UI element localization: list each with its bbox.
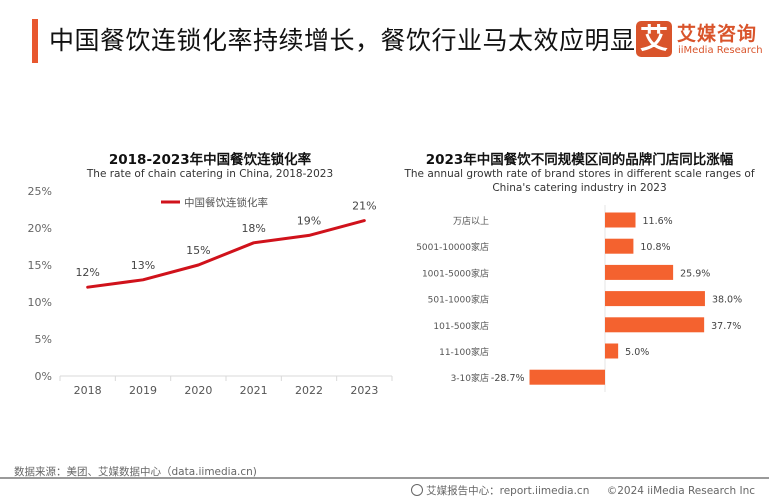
line-chart-legend: 中国餐饮连锁化率 [161,196,268,209]
x-tick-label: 2019 [129,384,157,397]
globe-icon [411,484,424,496]
x-tick-label: 2018 [74,384,102,397]
bar [605,264,674,280]
page-title: 中国餐饮连锁化率持续增长，餐饮行业马太效应明显 [49,26,636,55]
bar-chart-subtitle-line-2: China's catering industry in 2023 [492,182,667,194]
category-label: 11-100家店 [439,346,489,358]
category-label: 万店以上 [453,215,489,227]
report-center-link[interactable]: 艾媒报告中心：report.iimedia.cn [426,485,590,497]
data-label: 18% [241,222,265,235]
bar [605,343,619,359]
series-line [86,219,366,289]
data-source-note: 数据来源：美团、艾媒数据中心（data.iimedia.cn) [14,466,257,478]
x-tick-label: 2020 [184,384,212,397]
data-label: 21% [352,200,376,213]
data-label: 5.0% [625,347,649,358]
x-tick-label: 2021 [240,384,268,397]
x-tick-label: 2023 [350,384,378,397]
logo-mark-icon: 艾 [636,21,672,57]
y-tick-label: 5% [35,333,52,346]
logo-name-cn: 艾媒咨询 [677,23,758,45]
bar-chart-title: 2023年中国餐饮不同规模区间的品牌门店同比涨幅 [425,152,734,168]
y-tick-label: 20% [28,222,52,235]
line-chart-subtitle: The rate of chain catering in China, 201… [86,168,334,180]
y-tick-label: 0% [35,370,52,383]
y-tick-label: 10% [28,296,52,309]
data-label: 38.0% [712,295,742,306]
legend-label: 中国餐饮连锁化率 [184,196,268,209]
category-label: 5001-10000家店 [416,241,489,253]
data-label: 13% [131,259,155,272]
category-label: 101-500家店 [433,320,489,332]
data-label: 37.7% [711,321,741,332]
data-label: 19% [297,214,321,227]
bar [605,317,705,333]
bar-chart: 万店以上 11.6% 5001-10000家店 10.8% 1001-5000家店 25.… [416,205,742,392]
bar [605,238,634,254]
bar [605,291,705,307]
data-label: 11.6% [643,216,673,227]
line-chart: 0% 5% 10% 15% 20% 25% 2018 2019 2020 2021 2022 202… [28,185,393,397]
title-accent-bar [32,19,38,63]
bar [529,369,605,385]
line-chart-title: 2018-2023年中国餐饮连锁化率 [108,152,312,168]
bar [605,212,636,228]
data-label: 12% [75,266,99,279]
iimedia-logo: 艾 艾媒咨询 iiMedia Research [636,19,766,61]
y-tick-label: 25% [28,185,52,198]
footer-credits: 艾媒报告中心：report.iimedia.cn ©2024 iiMedia R… [407,483,755,498]
logo-name-en: iiMedia Research [678,45,763,56]
copyright-text: ©2024 iiMedia Research Inc [606,485,755,497]
bar-chart-subtitle: The annual growth rate of brand stores i… [390,167,769,195]
data-label: 15% [186,244,210,257]
data-label: 10.8% [640,242,670,253]
footer-divider [0,477,769,479]
x-tick-label: 2022 [295,384,323,397]
category-label: 501-1000家店 [428,294,489,306]
y-tick-label: 15% [28,259,52,272]
category-label: 1001-5000家店 [422,267,489,279]
data-label: -28.7% [491,373,525,384]
category-label: 3-10家店 [451,372,489,384]
bar-chart-subtitle-line-1: The annual growth rate of brand stores i… [404,168,755,180]
data-label: 25.9% [680,268,710,279]
